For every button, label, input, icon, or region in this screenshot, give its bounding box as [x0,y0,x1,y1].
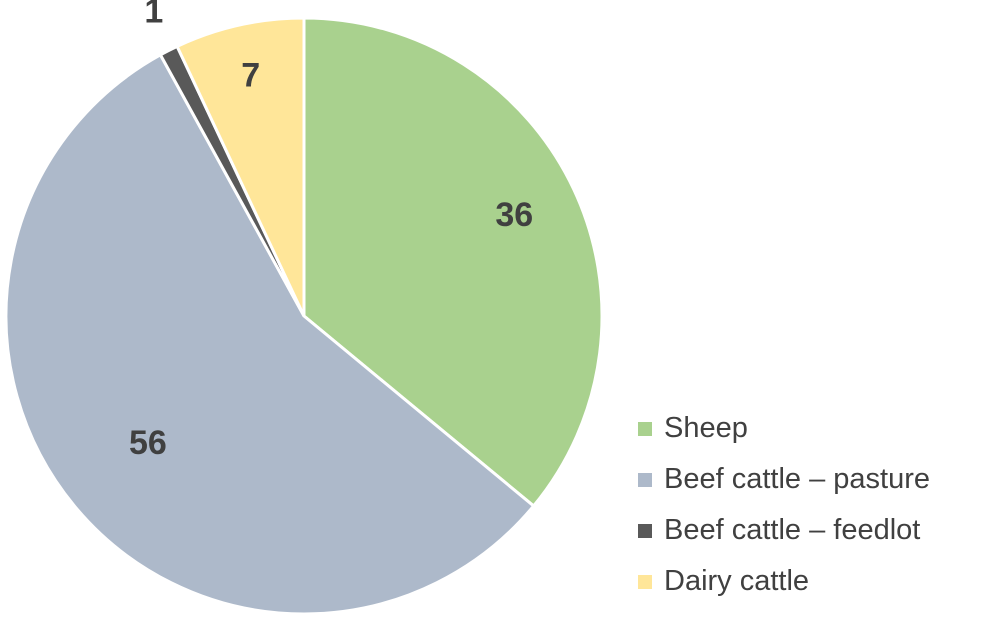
pie-slice-1 [302,16,604,509]
data-label-2: 56 [129,424,167,462]
legend: Sheep Beef cattle – pasture Beef cattle – … [638,403,930,607]
legend-item-2: Beef cattle – pasture [638,454,930,505]
data-label-1: 36 [495,196,533,234]
data-label-3: 1 [144,0,163,30]
legend-label-1: Sheep [664,412,748,444]
pie-data-labels: 36 56 1 7 [129,0,533,462]
legend-label-3: Beef cattle – feedlot [664,514,921,546]
legend-item-1: Sheep [638,403,930,454]
legend-swatch-3 [638,523,652,538]
legend-label-4: Dairy cattle [664,565,810,597]
legend-label-2: Beef cattle – pasture [664,463,930,495]
pie-slices [4,16,604,616]
legend-swatch-4 [638,574,652,589]
legend-swatch-1 [638,421,652,436]
legend-item-4: Dairy cattle [638,556,930,607]
pie-slice-2 [4,52,536,616]
legend-swatch-2 [638,472,652,487]
data-label-4: 7 [241,57,260,95]
legend-item-3: Beef cattle – feedlot [638,505,930,556]
pie-slice-4 [175,16,306,317]
